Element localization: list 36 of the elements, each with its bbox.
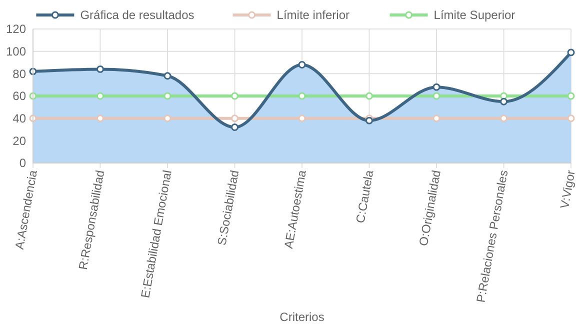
- x-tick-label: V:Vigor: [557, 169, 578, 210]
- point: [298, 114, 306, 122]
- y-tick-label: 100: [6, 44, 26, 59]
- x-axis-title: Criterios: [280, 310, 324, 324]
- point: [164, 72, 172, 80]
- x-tick-label: C:Cautela: [353, 168, 376, 224]
- point: [500, 114, 508, 122]
- legend-label: Límite inferior: [276, 8, 350, 22]
- point: [366, 92, 373, 100]
- y-tick-label: 20: [12, 134, 26, 148]
- point: [231, 92, 238, 100]
- point: [231, 124, 238, 131]
- point: [432, 92, 440, 100]
- x-tick-label: P:Relaciones Personales: [474, 169, 511, 304]
- point: [231, 114, 238, 122]
- point: [164, 92, 172, 100]
- y-tick-label: 40: [12, 112, 26, 126]
- point: [500, 98, 508, 106]
- point: [567, 48, 575, 56]
- point: [96, 65, 104, 73]
- point: [298, 61, 306, 68]
- y-tick-label: 80: [12, 66, 26, 81]
- y-tick-label: 60: [12, 89, 26, 104]
- point: [567, 92, 575, 100]
- point: [96, 114, 104, 122]
- x-tick-label: E:Estabilidad Emocional: [138, 169, 174, 299]
- point: [96, 92, 104, 100]
- y-tick-label: 120: [6, 22, 26, 36]
- point: [432, 83, 440, 91]
- point: [567, 114, 575, 122]
- point: [432, 114, 440, 122]
- point: [164, 114, 172, 122]
- point: [298, 92, 306, 100]
- legend-label: Gráfica de resultados: [80, 8, 194, 22]
- legend-label: Límite Superior: [434, 8, 516, 22]
- y-tick-label: 0: [19, 156, 26, 170]
